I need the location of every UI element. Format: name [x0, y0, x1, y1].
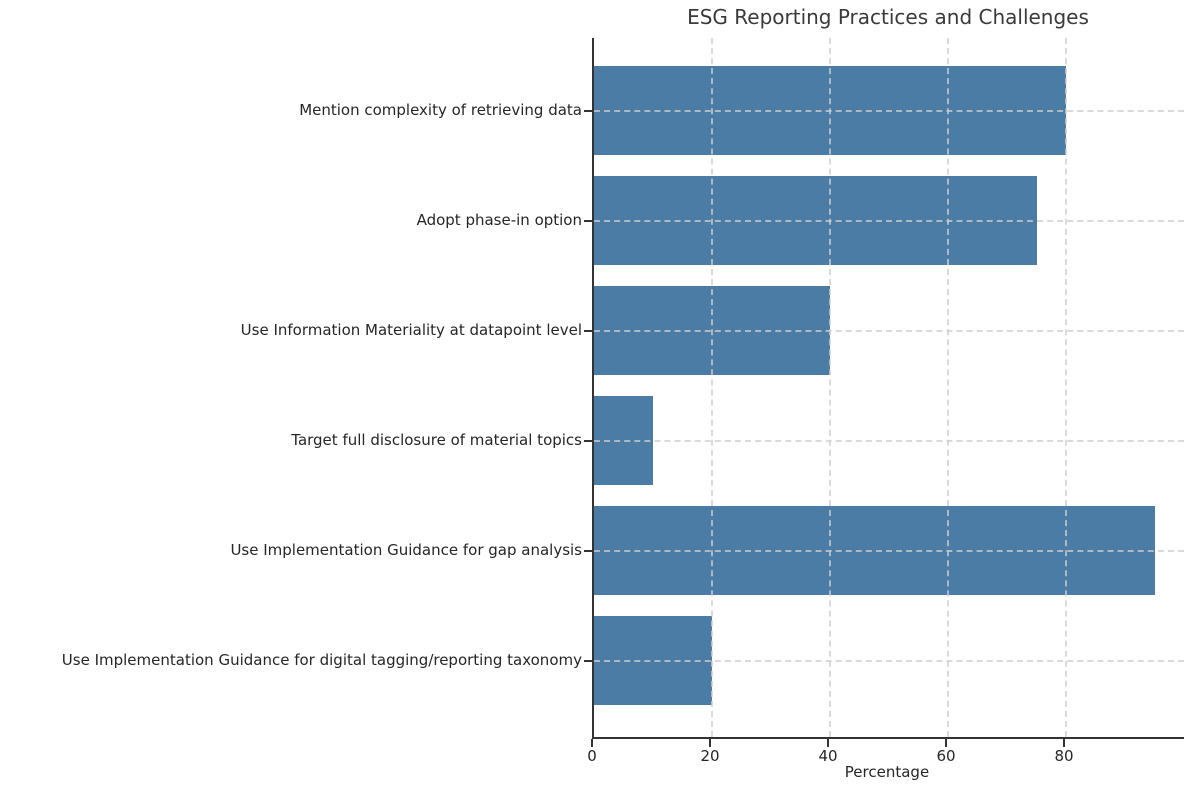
horizontal-gridline — [594, 109, 1184, 112]
y-tick-mark — [584, 439, 592, 442]
horizontal-gridline — [594, 659, 1184, 662]
horizontal-gridline — [594, 439, 1184, 442]
x-tick-mark — [827, 739, 829, 747]
y-tick-mark — [584, 549, 592, 552]
category-label: Adopt phase-in option — [416, 210, 582, 229]
x-tick-label: 60 — [936, 747, 956, 765]
category-label: Use Information Materiality at datapoint… — [240, 320, 582, 339]
x-axis-label: Percentage — [844, 763, 930, 781]
y-tick-mark — [584, 109, 592, 112]
x-tick-mark — [591, 739, 593, 747]
category-label: Use Implementation Guidance for digital … — [61, 650, 582, 669]
x-tick-label: 0 — [587, 747, 597, 765]
x-tick-mark — [945, 739, 947, 747]
vertical-gridline — [711, 38, 713, 737]
x-tick-label: 20 — [700, 747, 720, 765]
category-label: Target full disclosure of material topic… — [291, 430, 582, 449]
category-label: Mention complexity of retrieving data — [299, 100, 582, 119]
chart-title: ESG Reporting Practices and Challenges — [687, 5, 1089, 29]
plot-area — [592, 38, 1184, 739]
x-tick-mark — [1063, 739, 1065, 747]
vertical-gridline — [1065, 38, 1067, 737]
y-tick-mark — [584, 329, 592, 332]
x-tick-mark — [709, 739, 711, 747]
vertical-gridline — [947, 38, 949, 737]
y-tick-mark — [584, 659, 592, 662]
horizontal-gridline — [594, 329, 1184, 332]
horizontal-gridline — [594, 549, 1184, 552]
vertical-gridline — [829, 38, 831, 737]
horizontal-gridline — [594, 219, 1184, 222]
x-tick-label: 40 — [818, 747, 838, 765]
category-label: Use Implementation Guidance for gap anal… — [230, 540, 582, 559]
x-tick-label: 80 — [1054, 747, 1074, 765]
y-tick-mark — [584, 219, 592, 222]
